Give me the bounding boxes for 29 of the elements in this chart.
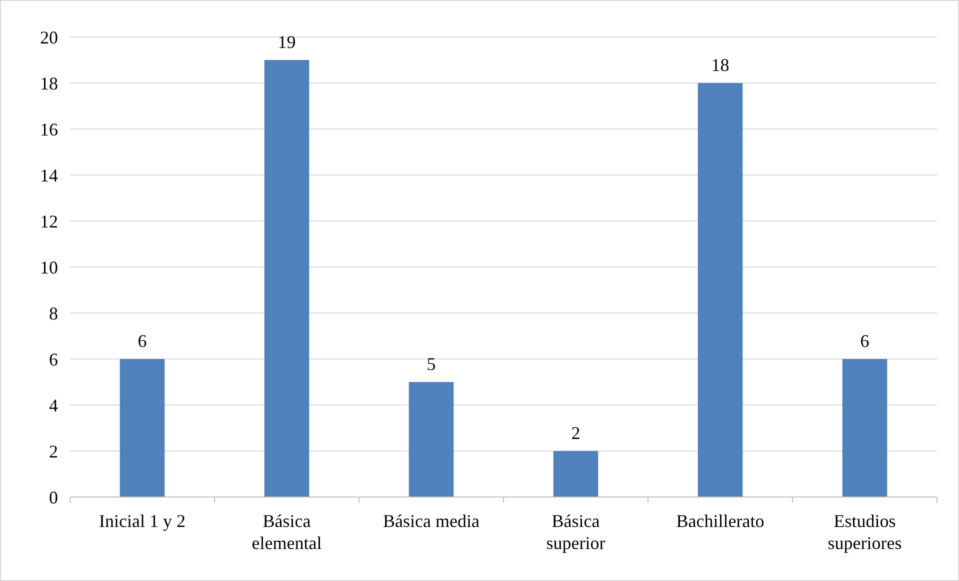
y-tick-label: 16 [40, 119, 58, 140]
y-tick-label: 18 [40, 73, 58, 94]
y-tick-label: 20 [40, 27, 58, 48]
y-tick-label: 2 [49, 441, 58, 462]
bar [264, 60, 310, 497]
y-tick-label: 6 [49, 349, 58, 370]
data-label: 18 [711, 55, 730, 75]
data-label: 6 [138, 331, 147, 351]
x-tick-label: Inicial 1 y 2 [99, 511, 186, 531]
bar [120, 359, 165, 497]
x-tick-label: Básica elemental [252, 511, 322, 553]
bar [553, 451, 598, 497]
bar [698, 83, 743, 497]
bar [408, 382, 454, 497]
data-label: 2 [571, 423, 580, 443]
data-label: 5 [426, 354, 436, 374]
y-tick-label: 4 [49, 395, 58, 416]
x-tick-label: Bachillerato [676, 511, 764, 531]
y-tick-label: 10 [40, 257, 58, 278]
data-label: 19 [278, 32, 296, 52]
x-tick-label: Básica media [383, 511, 480, 531]
bar [842, 359, 888, 497]
x-tick-label: Estudios superiores [828, 511, 902, 553]
y-tick-label: 12 [40, 211, 58, 232]
y-tick-label: 0 [49, 487, 58, 508]
y-tick-label: 8 [49, 303, 58, 324]
y-tick-label: 14 [40, 165, 58, 186]
x-tick-label: Básica superior [546, 511, 606, 553]
data-label: 6 [860, 331, 870, 351]
